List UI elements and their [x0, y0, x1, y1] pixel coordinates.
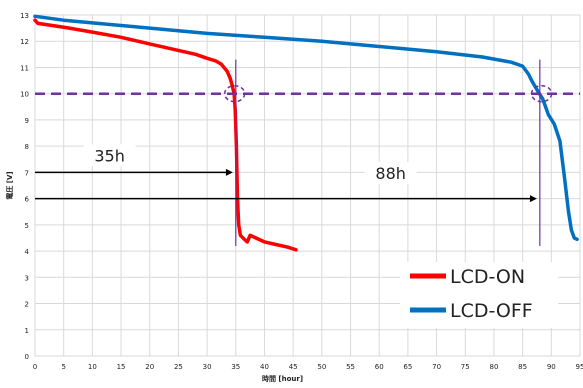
x-tick-label: 15	[117, 363, 126, 371]
x-tick-label: 35	[231, 363, 240, 371]
x-tick-label: 95	[576, 363, 583, 371]
y-tick-label: 11	[20, 64, 29, 72]
x-tick-label: 25	[174, 363, 183, 371]
annotation-box	[83, 144, 136, 167]
x-tick-label: 5	[61, 363, 65, 371]
annotation-label: 35h	[94, 146, 125, 165]
x-tick-label: 40	[260, 363, 269, 371]
x-tick-label: 85	[518, 363, 527, 371]
x-tick-label: 75	[461, 363, 470, 371]
legend-label-lcd-on: LCD-ON	[450, 266, 525, 288]
x-tick-label: 50	[317, 363, 326, 371]
y-axis-title: 電圧 [V]	[5, 171, 14, 199]
annotation-label: 88h	[375, 164, 406, 183]
series-line-lcd-off	[33, 14, 579, 242]
x-tick-label: 20	[145, 363, 154, 371]
y-tick-label: 6	[25, 196, 30, 204]
x-tick-label: 0	[33, 363, 37, 371]
x-tick-label: 90	[547, 363, 556, 371]
crossing-circle	[223, 84, 246, 103]
x-tick-label: 55	[346, 363, 355, 371]
y-tick-label: 7	[25, 169, 29, 177]
y-tick-label: 3	[25, 274, 29, 282]
x-tick-label: 45	[289, 363, 298, 371]
x-tick-label: 10	[88, 363, 97, 371]
x-tick-label: 65	[403, 363, 412, 371]
annotations: 35h 88h	[35, 59, 580, 246]
legend-box	[400, 262, 558, 328]
y-tick-label: 10	[20, 91, 29, 99]
x-tick-label: 80	[489, 363, 498, 371]
y-tick-label: 0	[25, 353, 29, 361]
y-tick-label: 2	[25, 301, 29, 309]
legend: LCD-ON LCD-OFF	[400, 262, 558, 328]
legend-label-lcd-off: LCD-OFF	[450, 300, 533, 322]
y-tick-label: 5	[25, 222, 29, 230]
crossing-circle	[530, 84, 553, 103]
y-tick-label: 1	[25, 327, 29, 335]
x-tick-label: 60	[375, 363, 384, 371]
y-tick-label: 8	[25, 143, 29, 151]
arrow-head	[225, 168, 233, 176]
y-tick-label: 12	[20, 38, 29, 46]
x-tick-label: 30	[203, 363, 212, 371]
x-axis-title: 時間 [hour]	[262, 374, 303, 383]
series-line-lcd-on	[33, 18, 298, 252]
y-tick-label: 13	[20, 12, 29, 20]
y-tick-label: 4	[25, 248, 30, 256]
annotation-box	[364, 161, 417, 184]
y-tick-label: 9	[25, 117, 29, 125]
x-tick-label: 70	[432, 363, 441, 371]
series	[33, 14, 579, 252]
arrow-head	[529, 195, 537, 203]
